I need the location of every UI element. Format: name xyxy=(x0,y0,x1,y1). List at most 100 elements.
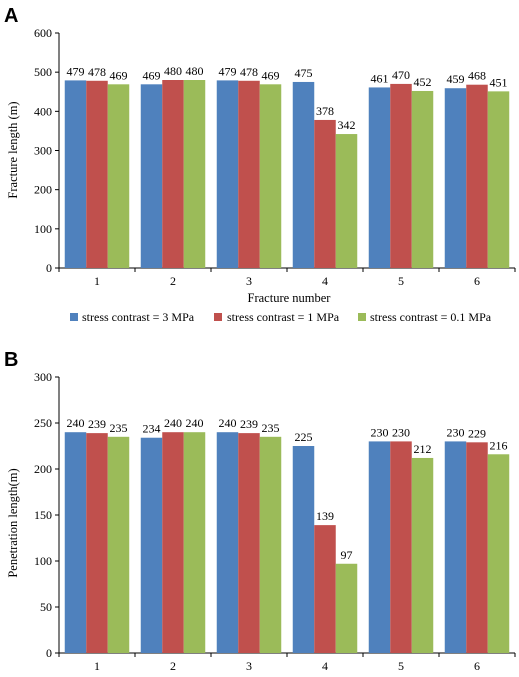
chart-b-bar xyxy=(64,432,87,653)
chart-a-x-axis-title: Fracture number xyxy=(248,291,332,305)
legend-swatch-3mpa xyxy=(70,313,78,321)
chart-b-data-label: 225 xyxy=(295,430,313,444)
chart-b-bar xyxy=(140,437,163,653)
chart-a-data-label: 342 xyxy=(338,118,356,132)
chart-b-x-tick-label: 5 xyxy=(398,659,404,673)
chart-a-data-label: 479 xyxy=(67,64,85,78)
chart-b-data-label: 230 xyxy=(371,425,389,439)
chart-a-bar xyxy=(368,87,391,268)
chart-b-data-label: 239 xyxy=(240,417,258,431)
chart-b-bar xyxy=(487,454,510,653)
chart-a-bar xyxy=(183,80,206,268)
legend: stress contrast = 3 MPa stress contrast … xyxy=(70,310,492,324)
chart-a-y-tick-label: 600 xyxy=(34,26,52,40)
chart-b-data-label: 240 xyxy=(67,416,85,430)
chart-b-y-tick-label: 100 xyxy=(34,554,52,568)
chart-a-data-label: 469 xyxy=(143,68,161,82)
chart-a-y-tick-label: 100 xyxy=(34,222,52,236)
chart-a-x-tick-label: 5 xyxy=(398,274,404,288)
legend-label-3mpa: stress contrast = 3 MPa xyxy=(82,310,195,324)
chart-b-data-label: 139 xyxy=(316,509,334,523)
chart-a-data-label: 475 xyxy=(295,66,313,80)
chart-a-bar xyxy=(86,80,108,269)
chart-b-data-label: 230 xyxy=(447,425,465,439)
chart-a-bar xyxy=(64,80,87,269)
chart-a-x-tick-label: 2 xyxy=(170,274,176,288)
chart-b-data-label: 240 xyxy=(219,416,237,430)
chart-a-data-label: 480 xyxy=(164,64,182,78)
chart-b-y-tick-label: 0 xyxy=(46,646,52,660)
chart-b-bar xyxy=(259,436,282,653)
chart-b-bar xyxy=(314,525,336,653)
chart-a-y-axis-title: Fracture length (m) xyxy=(6,101,20,198)
chart-a-data-label: 480 xyxy=(186,64,204,78)
chart-a-data-label: 478 xyxy=(88,65,106,79)
panel-letter-a: A xyxy=(4,5,18,27)
chart-a-bar xyxy=(238,80,260,269)
legend-swatch-01mpa xyxy=(358,313,366,321)
chart-b-data-label: 240 xyxy=(164,416,182,430)
chart-b-data-label: 216 xyxy=(490,438,508,452)
legend-label-1mpa: stress contrast = 1 MPa xyxy=(227,310,340,324)
chart-b-data-label: 239 xyxy=(88,417,106,431)
chart-a-x-tick-label: 3 xyxy=(246,274,252,288)
chart-b-data-label: 235 xyxy=(110,421,128,435)
chart-b-bar xyxy=(238,433,260,653)
chart-b-bar xyxy=(335,563,358,653)
chart-a-bar xyxy=(314,119,336,268)
chart-a-data-label: 469 xyxy=(110,68,128,82)
chart-b-bar xyxy=(390,441,412,653)
chart-b-y-tick-label: 150 xyxy=(34,508,52,522)
chart-b-bar xyxy=(466,442,488,653)
chart-b-bar xyxy=(107,436,130,653)
chart-b-data-label: 230 xyxy=(392,425,410,439)
chart-a-data-label: 479 xyxy=(219,64,237,78)
chart-b-bar xyxy=(162,432,184,653)
chart-a-y-tick-label: 200 xyxy=(34,183,52,197)
chart-a-data-label: 461 xyxy=(371,71,389,85)
chart-b-data-label: 229 xyxy=(468,426,486,440)
chart-a-x-tick-label: 1 xyxy=(94,274,100,288)
chart-a-data-label: 452 xyxy=(414,75,432,89)
chart-a-bar xyxy=(466,84,488,268)
chart-a-bar xyxy=(335,134,358,268)
chart-b-y-tick-label: 250 xyxy=(34,416,52,430)
chart-a-bar xyxy=(411,90,434,268)
chart-b-data-label: 234 xyxy=(143,422,161,436)
panel-letter-b: B xyxy=(4,349,18,371)
chart-a-data-label: 468 xyxy=(468,69,486,83)
chart-a-data-label: 470 xyxy=(392,68,410,82)
chart-b-bar xyxy=(411,457,434,653)
chart-b-bar xyxy=(444,441,467,653)
chart-b-x-tick-label: 3 xyxy=(246,659,252,673)
chart-b-y-axis-title: Penetration length(m) xyxy=(6,468,20,577)
chart-a-bar xyxy=(140,84,163,268)
chart-b-x-tick-label: 2 xyxy=(170,659,176,673)
chart-b-data-label: 235 xyxy=(262,421,280,435)
chart-a-bar xyxy=(107,84,130,268)
chart-a-bar xyxy=(390,83,412,269)
chart-a-bar xyxy=(487,91,510,268)
chart-b-y-tick-label: 200 xyxy=(34,462,52,476)
chart-a-x-tick-label: 4 xyxy=(322,274,328,288)
chart-b-bar xyxy=(368,441,391,653)
chart-b-data-label: 212 xyxy=(414,442,432,456)
chart-b-bar xyxy=(86,433,108,653)
chart-a-data-label: 459 xyxy=(447,72,465,86)
chart-b-bar xyxy=(216,432,239,653)
chart-a-y-tick-label: 500 xyxy=(34,65,52,79)
chart-b-data-label: 240 xyxy=(186,416,204,430)
chart-a-data-label: 378 xyxy=(316,104,334,118)
chart-a-data-label: 451 xyxy=(490,75,508,89)
legend-label-01mpa: stress contrast = 0.1 MPa xyxy=(370,310,492,324)
chart-a-data-label: 469 xyxy=(262,68,280,82)
chart-b-x-tick-label: 6 xyxy=(474,659,480,673)
chart-b-bar xyxy=(183,432,206,653)
chart-b-bar xyxy=(292,446,315,653)
chart-a-bar xyxy=(259,84,282,268)
chart-a-bar xyxy=(444,88,467,268)
chart-a-bar xyxy=(292,81,315,268)
